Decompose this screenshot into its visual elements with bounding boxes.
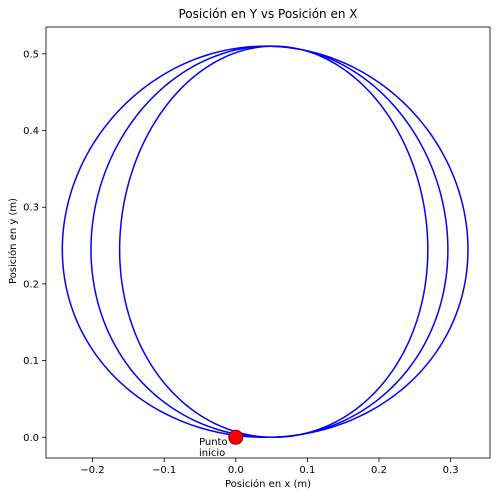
y-tick-label: 0.2 (23, 279, 39, 290)
x-tick-label: −0.2 (80, 465, 104, 476)
start-annotation-line1: Punto (199, 437, 228, 448)
start-annotation-line2: inicio (199, 448, 225, 459)
x-tick-label: 0.1 (299, 465, 315, 476)
plot-area (45, 26, 491, 459)
x-axis-ticks: −0.2 −0.1 0.0 0.1 0.2 0.3 (80, 458, 459, 476)
plot-frame (45, 26, 491, 459)
y-axis-label: Posición en y (m) (7, 198, 19, 284)
x-tick-label: 0.0 (228, 465, 244, 476)
marker-group (228, 429, 244, 445)
x-tick-label: −0.1 (152, 465, 176, 476)
x-tick-label: 0.3 (443, 465, 459, 476)
start-point-marker (228, 429, 244, 445)
trajectory-loop-1 (61, 45, 469, 439)
x-tick-label: 0.2 (371, 465, 387, 476)
y-tick-label: 0.5 (23, 49, 39, 60)
trajectory-loop-2 (90, 45, 449, 439)
y-tick-label: 0.1 (23, 356, 39, 367)
trajectory-group (61, 45, 469, 439)
y-tick-label: 0.3 (23, 203, 39, 214)
y-axis-ticks: 0.0 0.1 0.2 0.3 0.4 0.5 (23, 49, 46, 444)
chart-title: Posición en Y vs Posición en X (179, 7, 358, 21)
x-axis-label: Posición en x (m) (225, 478, 311, 490)
trajectory-loop-3 (118, 45, 429, 439)
y-tick-label: 0.4 (23, 126, 39, 137)
y-tick-label: 0.0 (23, 433, 39, 444)
